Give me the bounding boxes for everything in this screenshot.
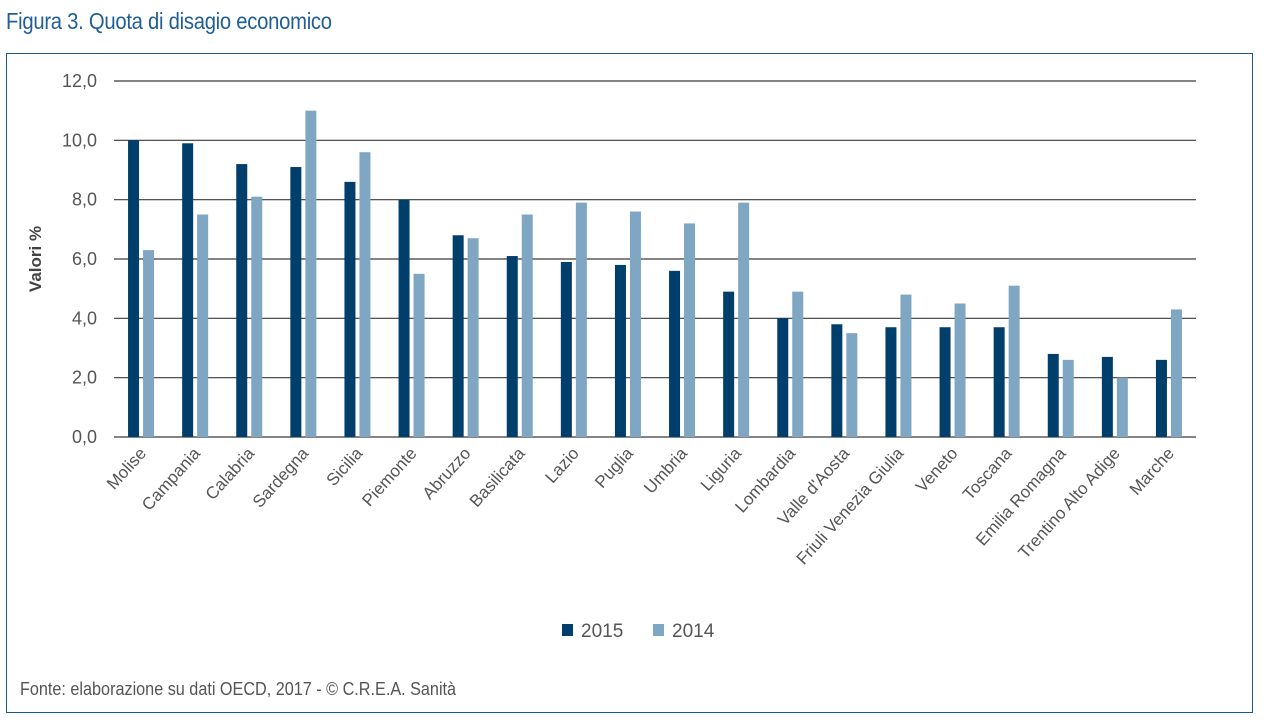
legend-swatch (562, 624, 573, 636)
y-tick-label: 4,0 (72, 308, 97, 328)
y-tick-label: 6,0 (72, 249, 97, 269)
bar-2014-molise (143, 250, 155, 437)
bar-2015-lazio (560, 261, 572, 437)
bar-2014-valle-d-aosta (846, 333, 858, 437)
x-tick-label: Marche (1126, 444, 1178, 499)
x-tick-label: Sicilia (323, 444, 367, 490)
bar-2015-umbria (669, 270, 681, 437)
bar-2015-campania (182, 143, 194, 438)
x-tick-label: Veneto (912, 444, 962, 496)
bar-2015-abruzzo (452, 235, 464, 437)
bar-2015-friuli-venezia-giulia (885, 327, 897, 437)
bar-2014-emilia-romagna (1062, 359, 1074, 437)
bar-2014-veneto (954, 303, 966, 437)
bar-2015-veneto (939, 327, 951, 437)
bar-2014-abruzzo (467, 238, 479, 437)
y-tick-label: 8,0 (72, 190, 97, 210)
bar-2014-toscana (1008, 285, 1020, 437)
bar-2014-trentino-alto-adige (1116, 377, 1128, 437)
legend: 2015 2014 (562, 621, 715, 642)
bar-2014-friuli-venezia-giulia (900, 294, 912, 437)
x-tick-label: Campania (138, 444, 204, 515)
y-tick-label: 10,0 (62, 130, 97, 150)
bar-2015-calabria (236, 164, 248, 438)
bar-2015-trentino-alto-adige (1101, 356, 1113, 437)
legend-label: 2015 (581, 621, 623, 642)
x-tick-label: Friuli Venezia Giulia (793, 444, 908, 569)
x-tick-label: Liguria (697, 444, 746, 495)
source-note: Fonte: elaborazione su dati OECD, 2017 -… (20, 679, 457, 699)
bar-2014-sicilia (359, 152, 371, 437)
y-axis-label: Valori % (26, 226, 45, 292)
x-tick-label: Trentino Alto Adige (1015, 444, 1124, 562)
bar-2015-puglia (614, 264, 626, 437)
figure-title: Figura 3. Quota di disagio economico (6, 8, 332, 34)
bar-2015-basilicata (506, 256, 518, 437)
bar-2014-marche (1170, 309, 1182, 437)
bar-2014-lazio (575, 202, 587, 437)
bar-2015-piemonte (398, 199, 410, 437)
bar-2014-umbria (684, 223, 696, 437)
x-tick-label: Basilicata (466, 444, 529, 511)
bar-2015-sardegna (290, 167, 302, 438)
bar-2015-liguria (723, 291, 735, 437)
bar-2015-lombardia (777, 318, 789, 437)
bar-2014-calabria (251, 196, 263, 437)
x-tick-label: Calabria (202, 444, 259, 504)
bars (128, 110, 1182, 438)
chart-frame (6, 53, 1253, 713)
bar-2014-basilicata (521, 214, 533, 437)
bar-2014-campania (197, 214, 209, 437)
bar-2015-molise (128, 140, 140, 438)
x-tick-label: Piemonte (358, 444, 420, 510)
x-tick-label: Umbria (640, 444, 691, 498)
bar-2014-liguria (738, 202, 750, 437)
legend-swatch (653, 624, 664, 636)
x-tick-label: Sardegna (249, 444, 313, 512)
bar-2014-piemonte (413, 273, 425, 437)
legend-label: 2014 (672, 621, 715, 642)
x-tick-label: Puglia (591, 444, 637, 492)
y-tick-label: 2,0 (72, 368, 97, 388)
bar-2014-lombardia (792, 291, 804, 437)
y-axis-ticks: 0,0 2,0 4,0 6,0 8,0 10,0 12,0 (62, 71, 97, 447)
grid-lines (114, 80, 1196, 438)
bar-2014-sardegna (305, 110, 317, 438)
x-tick-label: Toscana (959, 444, 1016, 504)
bar-2015-sicilia (344, 181, 356, 437)
bar-2015-marche (1155, 359, 1167, 437)
y-tick-label: 0,0 (72, 427, 97, 447)
y-tick-label: 12,0 (62, 71, 97, 91)
x-tick-label: Abruzzo (419, 444, 475, 503)
bar-2015-emilia-romagna (1047, 353, 1059, 437)
bar-2015-toscana (993, 327, 1005, 437)
bar-2015-valle-d-aosta (831, 324, 843, 437)
x-tick-label: Lazio (542, 444, 583, 487)
bar-2014-puglia (629, 211, 641, 437)
x-tick-label: Molise (103, 444, 150, 493)
